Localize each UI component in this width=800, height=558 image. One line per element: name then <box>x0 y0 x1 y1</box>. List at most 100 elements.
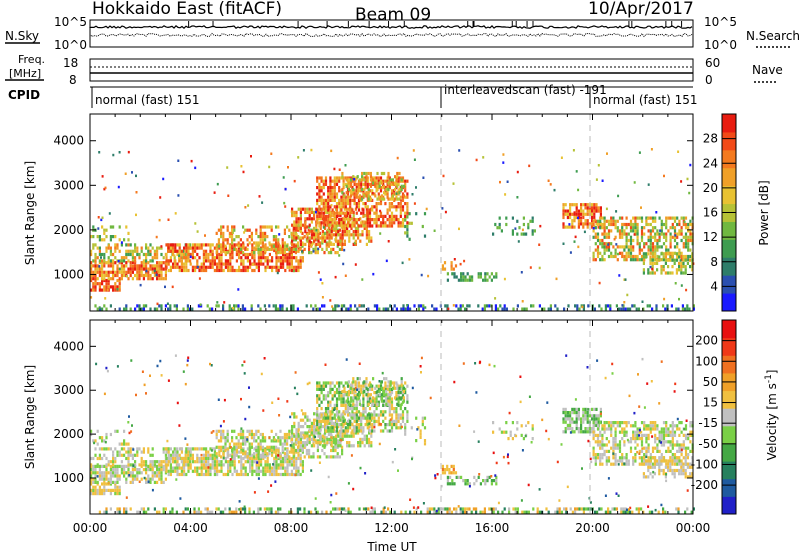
data-cell <box>329 385 331 388</box>
data-cell <box>336 401 338 404</box>
data-cell <box>460 263 462 266</box>
data-cell <box>97 277 99 280</box>
data-cell <box>339 248 341 251</box>
data-cell <box>405 308 407 311</box>
data-cell <box>345 202 347 205</box>
data-cell <box>604 236 606 239</box>
data-cell <box>168 454 170 457</box>
data-cell <box>205 269 207 272</box>
data-cell <box>371 205 373 208</box>
data-cell <box>292 308 294 311</box>
data-cell <box>336 176 338 179</box>
data-cell <box>663 242 665 245</box>
data-cell <box>648 236 650 239</box>
data-cell <box>143 268 145 271</box>
data-cell <box>663 233 665 236</box>
data-cell <box>244 206 246 209</box>
data-cell <box>295 233 297 236</box>
data-cell <box>523 217 525 220</box>
data-cell <box>365 380 367 383</box>
data-cell <box>266 248 268 251</box>
data-cell <box>229 232 231 235</box>
data-cell <box>675 282 677 285</box>
data-cell <box>467 272 469 275</box>
data-cell <box>260 225 262 228</box>
data-cell <box>275 225 277 228</box>
data-cell <box>154 463 156 466</box>
data-cell <box>346 444 348 447</box>
data-cell <box>145 264 147 267</box>
data-cell <box>112 268 114 271</box>
data-cell <box>194 266 196 269</box>
data-cell <box>381 380 383 383</box>
data-cell <box>160 460 162 463</box>
data-cell <box>116 271 118 274</box>
data-cell <box>242 463 244 466</box>
data-cell <box>451 268 453 271</box>
data-cell <box>306 449 308 452</box>
data-cell <box>323 385 325 388</box>
data-cell <box>361 441 363 444</box>
data-cell <box>147 253 149 256</box>
data-cell <box>350 178 352 181</box>
data-cell <box>121 264 123 267</box>
data-cell <box>584 219 586 222</box>
data-cell <box>491 272 493 275</box>
data-cell <box>149 277 151 280</box>
data-cell <box>329 429 331 432</box>
data-cell <box>672 226 674 229</box>
data-cell <box>119 238 121 241</box>
data-cell <box>149 268 151 271</box>
data-cell <box>253 439 255 442</box>
data-cell <box>282 473 284 476</box>
data-cell <box>257 248 259 251</box>
data-cell <box>404 433 406 436</box>
data-cell <box>357 393 359 396</box>
data-cell <box>288 430 290 433</box>
data-cell <box>216 460 218 463</box>
data-cell <box>353 214 355 217</box>
data-cell <box>316 221 318 224</box>
data-cell <box>634 220 636 223</box>
data-cell <box>218 259 220 262</box>
data-cell <box>320 278 322 281</box>
data-cell <box>671 252 673 255</box>
data-cell <box>321 180 323 183</box>
data-cell <box>322 233 324 236</box>
data-cell <box>403 400 405 403</box>
data-cell <box>447 479 449 482</box>
data-cell <box>415 417 417 420</box>
noise-left-label: N.Sky <box>5 29 39 43</box>
data-cell <box>165 271 167 274</box>
data-cell <box>569 213 571 216</box>
data-cell <box>623 255 625 258</box>
data-cell <box>362 212 364 215</box>
data-cell <box>187 250 189 253</box>
data-cell <box>105 250 107 253</box>
data-cell <box>383 172 385 175</box>
data-cell <box>264 269 266 272</box>
data-cell <box>382 215 384 218</box>
data-cell <box>224 436 226 439</box>
data-cell <box>367 212 369 215</box>
data-cell <box>309 441 311 444</box>
data-cell <box>325 410 327 413</box>
data-cell <box>329 426 331 429</box>
data-cell <box>282 256 284 259</box>
data-cell <box>275 308 277 311</box>
data-cell <box>94 468 96 471</box>
data-cell <box>384 417 386 420</box>
data-cell <box>350 387 352 390</box>
data-cell <box>293 248 295 251</box>
data-cell <box>361 233 363 236</box>
data-cell <box>505 421 507 424</box>
data-cell <box>295 470 297 473</box>
data-cell <box>149 243 151 246</box>
data-cell <box>111 286 113 289</box>
data-cell <box>163 447 165 450</box>
data-cell <box>645 255 647 258</box>
data-cell <box>237 308 239 311</box>
data-cell <box>623 249 625 252</box>
data-cell <box>174 447 176 450</box>
data-cell <box>291 431 293 434</box>
